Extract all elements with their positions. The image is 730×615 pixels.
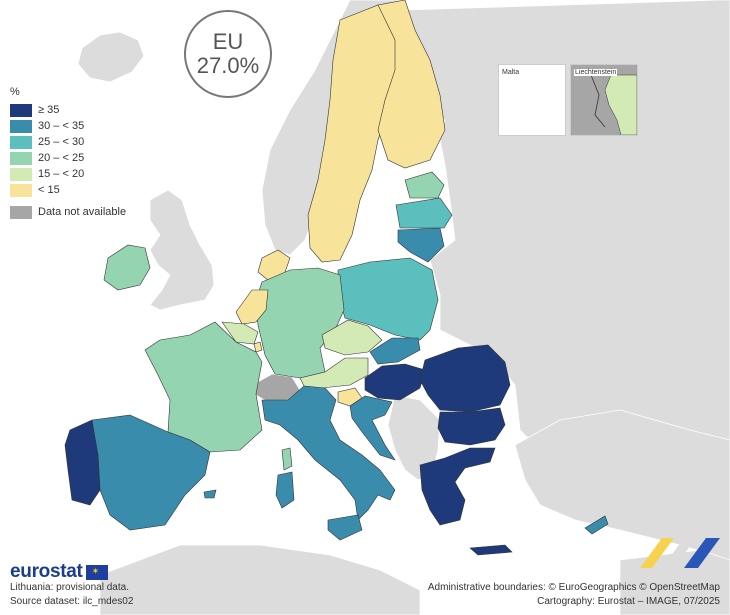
legend-label: ≥ 35 [38,104,60,116]
eu-average-badge: EU 27.0% [184,10,272,98]
inset-malta-label: Malta [502,69,520,76]
legend-items: ≥ 35 30 – < 35 25 – < 30 20 – < 25 15 – < 20… [10,102,126,198]
liechtenstein-shape [590,74,637,135]
footnote-source: Source dataset: ilc_mdes02 [10,596,134,607]
country-italy-sicily [327,514,363,541]
legend-row: 30 – < 35 [10,118,126,134]
legend-unit: % [10,86,20,98]
non-eu-land [77,0,730,615]
eurostat-logo-text: eurostat [10,561,83,582]
country-czechia [321,319,383,356]
inset-malta: Malta [498,64,566,136]
country-greece-crete [469,544,513,556]
inset-liechtenstein-label: Liechtenstein [574,69,618,76]
legend-swatch [10,183,32,197]
legend-swatch [10,119,32,133]
legend-label: 30 – < 35 [38,120,85,132]
legend-row: ≥ 35 [10,102,126,118]
country-ireland [103,244,151,291]
credit-cartography: Cartography: Eurostat – IMAGE, 07/2025 [537,596,720,607]
legend-row: 15 – < 20 [10,166,126,182]
legend-row: < 15 [10,182,126,198]
country-france [144,321,263,453]
uk-land [149,189,215,311]
legend-label: 20 – < 25 [38,152,85,164]
iceland-land [77,31,145,83]
country-estonia [404,171,445,199]
country-croatia [349,395,396,461]
credit-boundaries: Administrative boundaries: © EuroGeograp… [427,582,720,593]
legend-label: < 15 [38,184,60,196]
country-belgium [221,321,259,345]
legend: % ≥ 35 30 – < 35 25 – < 30 20 – < 25 15 – < … [10,86,126,220]
country-greece [419,447,496,526]
footnote-lithuania: Lithuania: provisional data. [10,582,129,593]
legend-na-swatch [10,205,32,219]
country-luxembourg [253,341,263,353]
eurostat-logo: eurostat ✶ [10,561,108,583]
legend-na-label: Data not available [38,206,127,218]
country-slovakia [369,337,421,365]
country-hungary [364,363,426,401]
country-finland [377,0,446,169]
eurostat-corner-stripes [640,538,720,568]
eu-label: EU [212,29,244,54]
country-latvia [395,197,453,229]
legend-na-row: Data not available [10,204,126,220]
country-portugal [64,419,101,506]
country-bulgaria [437,407,506,446]
legend-label: 15 – < 20 [38,168,85,180]
country-romania [419,344,511,413]
legend-swatch [10,103,32,117]
legend-label: 25 – < 30 [38,136,85,148]
inset-liechtenstein: Liechtenstein [570,64,638,136]
country-italy-sardinia [275,471,295,509]
legend-row: 20 – < 25 [10,150,126,166]
legend-swatch [10,167,32,181]
country-spain-balearic [203,489,217,499]
eu-value: 27.0% [196,53,260,78]
country-france-corsica [281,447,293,471]
north-africa-land [99,544,421,615]
country-poland [337,257,439,341]
legend-swatch [10,151,32,165]
eu-flag-icon: ✶ [85,564,108,580]
legend-swatch [10,135,32,149]
legend-row: 25 – < 30 [10,134,126,150]
eu-countries [64,0,609,556]
country-cyprus [584,515,609,535]
country-italy [261,385,396,521]
country-germany [255,267,345,379]
country-lithuania [397,227,445,263]
